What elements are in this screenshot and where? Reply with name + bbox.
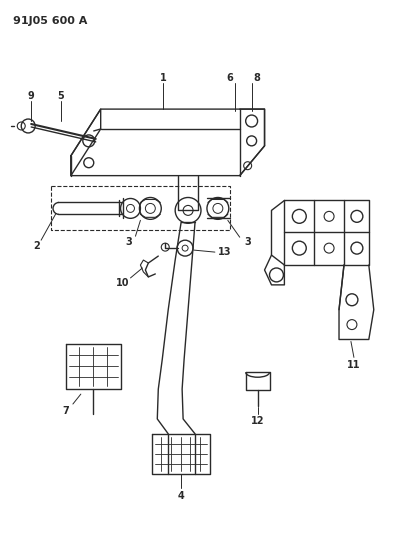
- Text: 5: 5: [57, 91, 64, 101]
- Text: 91J05 600 A: 91J05 600 A: [13, 16, 88, 26]
- Text: 6: 6: [226, 74, 233, 83]
- Text: 10: 10: [116, 278, 129, 288]
- Text: 7: 7: [63, 406, 69, 416]
- Text: 4: 4: [178, 491, 184, 502]
- Text: 13: 13: [218, 247, 231, 257]
- Text: 3: 3: [125, 237, 132, 247]
- Text: 11: 11: [347, 360, 361, 370]
- Text: 8: 8: [253, 74, 260, 83]
- Text: 9: 9: [28, 91, 35, 101]
- Text: 3: 3: [244, 237, 251, 247]
- Text: 2: 2: [33, 241, 40, 251]
- Text: 1: 1: [160, 74, 167, 83]
- Text: 12: 12: [251, 416, 265, 426]
